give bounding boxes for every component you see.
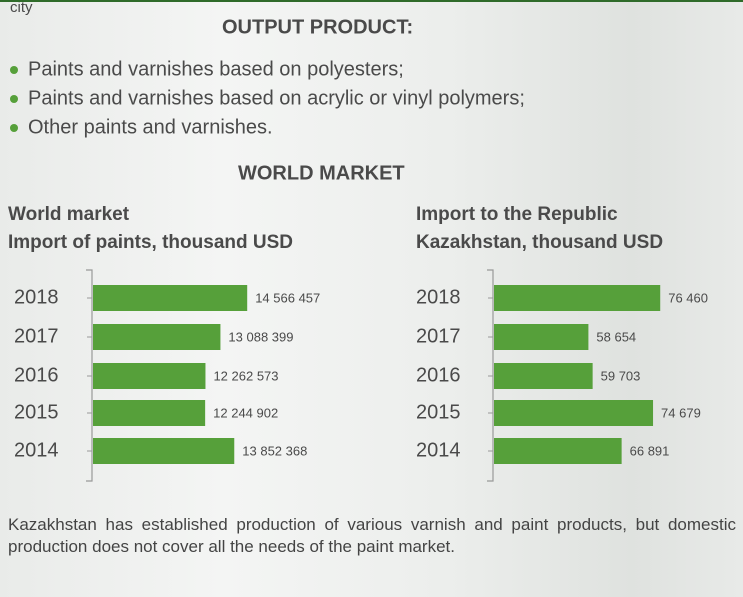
header-title: OUTPUT PRODUCT: bbox=[222, 16, 413, 38]
bar bbox=[494, 324, 588, 350]
category-label: 2015 bbox=[14, 401, 59, 423]
category-label: 2016 bbox=[14, 364, 59, 386]
bar bbox=[93, 285, 247, 311]
bullet-dot bbox=[10, 124, 18, 132]
chart-title: World market bbox=[8, 204, 130, 225]
chart-title: Import of paints, thousand USD bbox=[8, 232, 293, 253]
value-label: 13 852 368 bbox=[242, 443, 307, 458]
category-label: 2014 bbox=[416, 439, 461, 461]
section-title: WORLD MARKET bbox=[238, 162, 405, 184]
bar bbox=[93, 363, 205, 389]
value-label: 12 244 902 bbox=[213, 405, 278, 420]
infographic: city OUTPUT PRODUCT: Paints and varnishe… bbox=[0, 2, 743, 597]
footer-text: Kazakhstan has established production of… bbox=[8, 514, 736, 558]
category-label: 2015 bbox=[416, 401, 461, 423]
bullet-dot bbox=[10, 95, 18, 103]
bar bbox=[494, 400, 653, 426]
chart-title: Kazakhstan, thousand USD bbox=[416, 232, 663, 253]
bar bbox=[93, 438, 234, 464]
category-label: 2014 bbox=[14, 439, 59, 461]
category-label: 2018 bbox=[416, 286, 461, 308]
category-label: 2018 bbox=[14, 286, 59, 308]
category-label: 2017 bbox=[14, 325, 59, 347]
bar bbox=[93, 324, 220, 350]
bar bbox=[494, 438, 622, 464]
bar bbox=[93, 400, 205, 426]
chart-title: Import to the Republic bbox=[416, 204, 618, 225]
bullet-dot bbox=[10, 66, 18, 74]
bullet-text: Paints and varnishes based on acrylic or… bbox=[28, 87, 525, 109]
value-label: 74 679 bbox=[661, 405, 701, 420]
value-label: 12 262 573 bbox=[213, 368, 278, 383]
value-label: 76 460 bbox=[668, 290, 708, 305]
value-label: 66 891 bbox=[630, 443, 670, 458]
value-label: 13 088 399 bbox=[228, 329, 293, 344]
bullet-text: Paints and varnishes based on polyesters… bbox=[28, 58, 404, 80]
page: city OUTPUT PRODUCT: Paints and varnishe… bbox=[0, 0, 743, 597]
bar bbox=[494, 363, 593, 389]
category-label: 2017 bbox=[416, 325, 461, 347]
value-label: 14 566 457 bbox=[255, 290, 320, 305]
header-fragment: city bbox=[10, 2, 33, 16]
value-label: 59 703 bbox=[601, 368, 641, 383]
bullet-text: Other paints and varnishes. bbox=[28, 116, 273, 138]
value-label: 58 654 bbox=[596, 329, 636, 344]
category-label: 2016 bbox=[416, 364, 461, 386]
bar bbox=[494, 285, 660, 311]
